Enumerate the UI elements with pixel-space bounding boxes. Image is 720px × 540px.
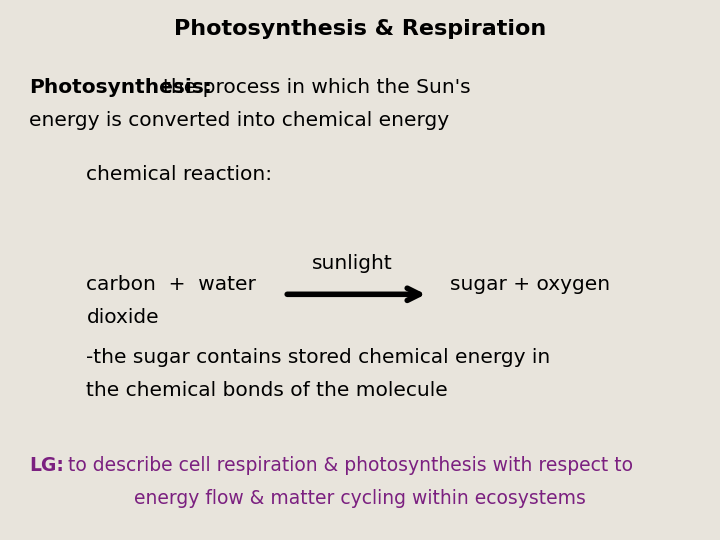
Text: sugar + oxygen: sugar + oxygen bbox=[450, 275, 610, 294]
Text: carbon  +  water: carbon + water bbox=[86, 275, 256, 294]
Text: chemical reaction:: chemical reaction: bbox=[86, 165, 273, 184]
Text: energy is converted into chemical energy: energy is converted into chemical energy bbox=[29, 111, 449, 130]
Text: Photosynthesis:: Photosynthesis: bbox=[29, 78, 212, 97]
Text: dioxide: dioxide bbox=[86, 308, 159, 327]
Text: LG:: LG: bbox=[29, 456, 63, 475]
Text: energy flow & matter cycling within ecosystems: energy flow & matter cycling within ecos… bbox=[134, 489, 586, 508]
Text: the chemical bonds of the molecule: the chemical bonds of the molecule bbox=[86, 381, 448, 400]
Text: sunlight: sunlight bbox=[312, 254, 393, 273]
Text: Photosynthesis & Respiration: Photosynthesis & Respiration bbox=[174, 19, 546, 39]
Text: to describe cell respiration & photosynthesis with respect to: to describe cell respiration & photosynt… bbox=[68, 456, 633, 475]
Text: the process in which the Sun's: the process in which the Sun's bbox=[163, 78, 471, 97]
Text: -the sugar contains stored chemical energy in: -the sugar contains stored chemical ener… bbox=[86, 348, 551, 367]
